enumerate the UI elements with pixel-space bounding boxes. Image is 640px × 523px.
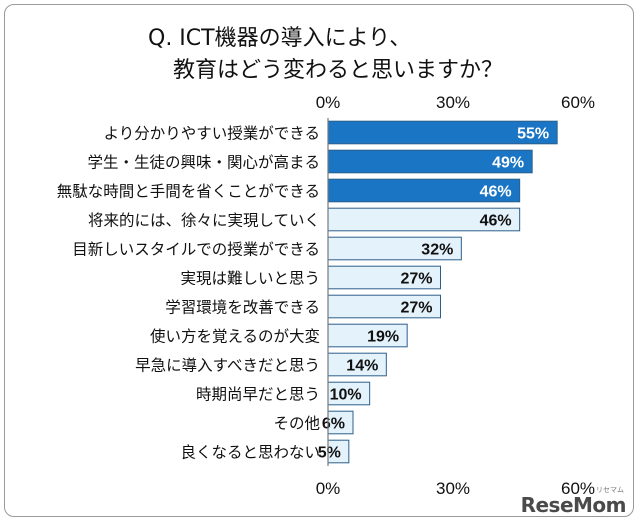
value-label: 6% bbox=[322, 416, 345, 433]
category-label: 無駄な時間と手間を省くことができる bbox=[57, 183, 320, 201]
value-label: 46% bbox=[480, 213, 512, 230]
x-tick-label-bottom: 60% bbox=[561, 479, 595, 498]
watermark-logo: ReseMom リセマム bbox=[520, 486, 627, 517]
chart-title-line1: Q. ICT機器の導入により、 bbox=[148, 26, 412, 51]
category-label: より分かりやすい授業ができる bbox=[104, 125, 320, 143]
category-label: 早急に導入すべきだと思う bbox=[135, 357, 320, 375]
value-label: 55% bbox=[517, 126, 549, 143]
category-label: その他 bbox=[273, 415, 320, 433]
watermark-small-text: リセマム bbox=[596, 486, 624, 494]
category-label: 目新しいスタイルでの授業ができる bbox=[72, 241, 320, 259]
value-label: 46% bbox=[480, 184, 512, 201]
category-label: 学生・生徒の興味・関心が高まる bbox=[87, 154, 320, 172]
chart-title-line2: 教育はどう変わると思いますか？ bbox=[173, 58, 504, 83]
category-label: 実現は難しいと思う bbox=[180, 270, 320, 288]
x-tick-label-bottom: 30% bbox=[436, 479, 470, 498]
value-label: 27% bbox=[400, 271, 432, 288]
category-label: 学習環境を改善できる bbox=[165, 298, 320, 317]
category-label: 使い方を覚えるのが大変 bbox=[150, 328, 320, 346]
x-tick-label-top: 60% bbox=[561, 93, 595, 112]
value-label: 27% bbox=[400, 300, 432, 317]
category-label: 良くなると思わない bbox=[180, 444, 320, 462]
value-label: 5% bbox=[318, 445, 341, 462]
x-tick-label-top: 0% bbox=[316, 93, 341, 112]
value-label: 14% bbox=[346, 358, 378, 375]
x-tick-label-top: 30% bbox=[436, 93, 470, 112]
chart-frame bbox=[4, 4, 634, 517]
watermark-text: ReseMom bbox=[520, 493, 627, 517]
x-tick-label-bottom: 0% bbox=[316, 479, 341, 498]
value-label: 19% bbox=[367, 329, 399, 346]
value-label: 49% bbox=[492, 155, 524, 172]
value-label: 10% bbox=[330, 387, 362, 404]
category-label: 時期尚早だと思う bbox=[196, 386, 320, 404]
category-label: 将来的には、徐々に実現していく bbox=[88, 212, 320, 230]
value-label: 32% bbox=[421, 242, 453, 259]
